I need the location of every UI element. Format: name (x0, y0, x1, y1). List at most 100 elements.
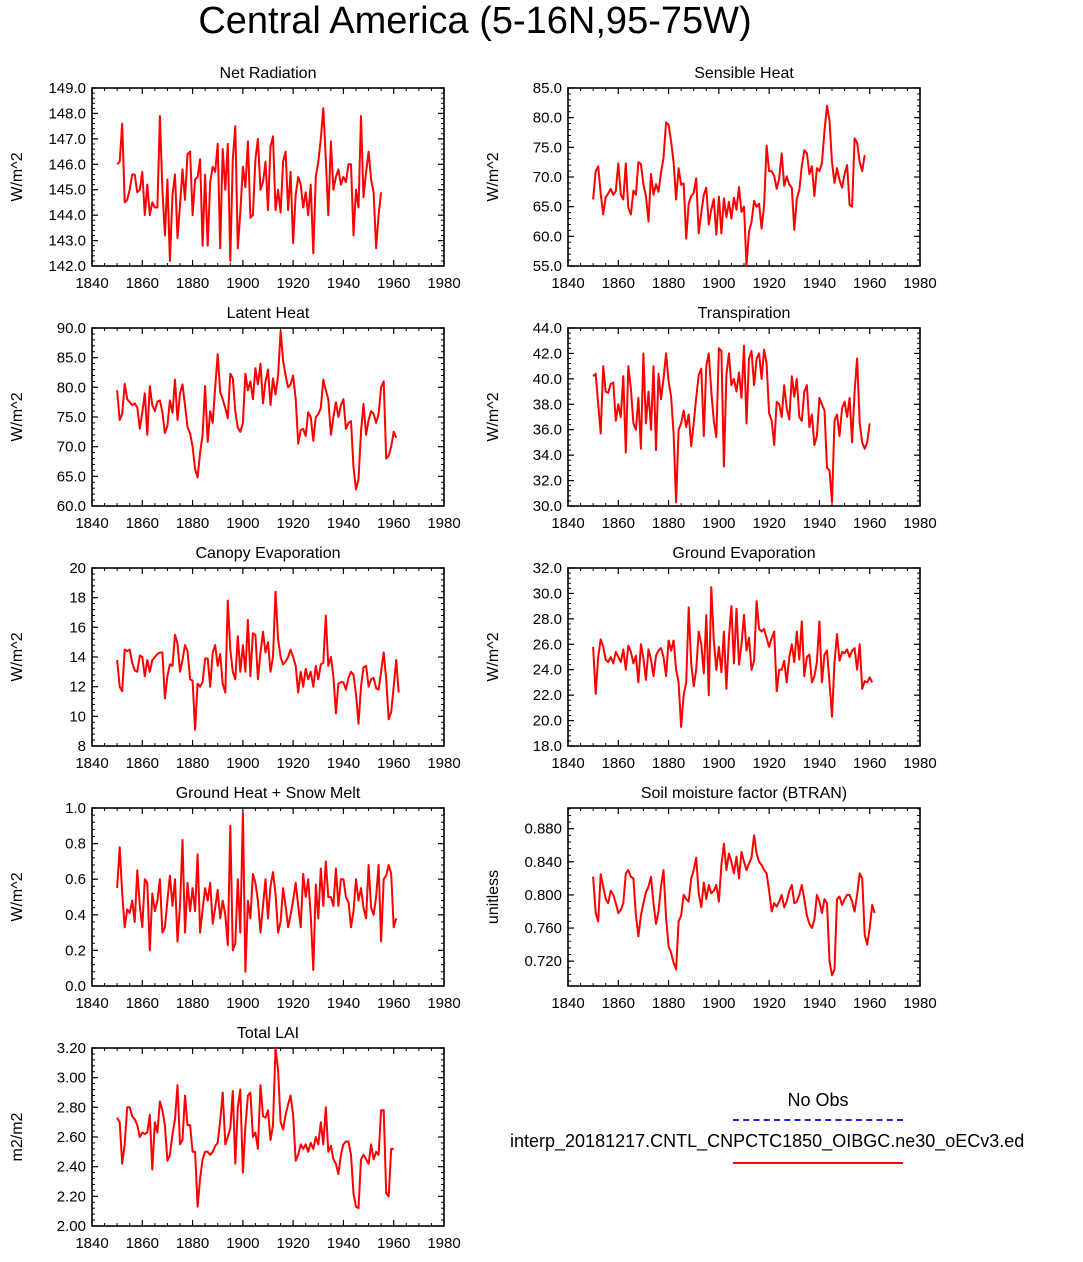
y-tick-label: 142.0 (48, 258, 86, 275)
chart-panel-6: Ground Heat + Snow Melt W/m^2 1840 1860 1880… (9, 785, 461, 1012)
y-tick-label: 28.0 (533, 611, 562, 628)
panel-title: Canopy Evaporation (196, 545, 341, 562)
x-tick-label: 1860 (126, 275, 159, 292)
y-tick-label: 60.0 (533, 228, 562, 245)
y-axis-label: W/m^2 (9, 632, 26, 681)
y-tick-label: 65.0 (533, 199, 562, 216)
panel-title: Sensible Heat (694, 65, 794, 82)
y-tick-label: 32.0 (533, 473, 562, 490)
x-tick-label: 1980 (427, 275, 460, 292)
x-tick-label: 1840 (75, 755, 108, 772)
y-tick-label: 3.00 (57, 1070, 86, 1087)
y-tick-label: 70.0 (533, 169, 562, 186)
x-tick-label: 1980 (427, 1235, 460, 1252)
chart-panel-3: Transpiration W/m^2 1840 1860 1880 1900 1920 19… (485, 305, 937, 532)
y-axis-label: W/m^2 (9, 152, 26, 201)
series-line (592, 104, 866, 267)
x-tick-label: 1860 (602, 275, 635, 292)
y-tick-label: 75.0 (57, 409, 86, 426)
y-tick-label: 0.4 (65, 907, 86, 924)
x-tick-label: 1900 (702, 995, 735, 1012)
figure-title: Central America (5-16N,95-75W) (198, 0, 752, 42)
x-tick-label: 1880 (652, 515, 685, 532)
series-line (116, 107, 383, 262)
x-tick-label: 1940 (803, 275, 836, 292)
y-tick-label: 42.0 (533, 345, 562, 362)
series-line (116, 590, 400, 731)
plot-frame (567, 87, 921, 267)
panel-title: Ground Evaporation (672, 545, 815, 562)
x-tick-label: 1960 (853, 275, 886, 292)
y-tick-label: 0.6 (65, 871, 86, 888)
x-tick-label: 1840 (75, 275, 108, 292)
y-axis-label: W/m^2 (485, 392, 502, 441)
x-tick-label: 1960 (377, 755, 410, 772)
x-tick-label: 1940 (327, 755, 360, 772)
legend-obs-label: No Obs (787, 1090, 849, 1110)
y-tick-label: 22.0 (533, 687, 562, 704)
x-tick-label: 1980 (903, 515, 936, 532)
y-tick-label: 75.0 (533, 139, 562, 156)
y-tick-label: 44.0 (533, 320, 562, 337)
series-line (116, 812, 398, 973)
plot-frame (91, 87, 445, 267)
panel-title: Ground Heat + Snow Melt (176, 785, 361, 802)
y-tick-label: 2.80 (57, 1099, 86, 1116)
y-axis-label: W/m^2 (485, 632, 502, 681)
x-tick-label: 1940 (327, 1235, 360, 1252)
y-tick-label: 14 (69, 649, 86, 666)
x-tick-label: 1920 (276, 275, 309, 292)
y-tick-label: 0.0 (65, 978, 86, 995)
x-tick-label: 1860 (126, 995, 159, 1012)
chart-panel-2: Latent Heat W/m^2 1840 1860 1880 1900 1920 1940… (9, 305, 461, 532)
y-tick-label: 80.0 (533, 110, 562, 127)
y-tick-label: 16 (69, 619, 86, 636)
x-tick-label: 1960 (377, 995, 410, 1012)
x-tick-label: 1980 (903, 755, 936, 772)
x-tick-label: 1920 (752, 275, 785, 292)
x-tick-label: 1960 (853, 515, 886, 532)
x-tick-label: 1940 (327, 515, 360, 532)
x-tick-label: 1880 (176, 755, 209, 772)
x-tick-label: 1920 (752, 755, 785, 772)
x-tick-label: 1900 (702, 515, 735, 532)
chart-panel-7: Soil moisture factor (BTRAN) unitless 1840… (485, 785, 937, 1012)
y-tick-label: 0.720 (524, 953, 562, 970)
x-tick-label: 1860 (602, 995, 635, 1012)
x-tick-label: 1980 (427, 515, 460, 532)
x-tick-label: 1920 (276, 995, 309, 1012)
y-tick-label: 2.00 (57, 1218, 86, 1235)
x-tick-label: 1980 (903, 275, 936, 292)
series-line (592, 586, 874, 728)
x-tick-label: 1860 (602, 515, 635, 532)
y-tick-label: 18.0 (533, 738, 562, 755)
x-tick-label: 1960 (377, 515, 410, 532)
x-tick-label: 1920 (276, 515, 309, 532)
legend-model-line-swatch (733, 1162, 903, 1164)
y-tick-label: 60.0 (57, 498, 86, 515)
plot-frame (91, 327, 445, 507)
y-tick-label: 65.0 (57, 468, 86, 485)
legend-obs-line-swatch (733, 1119, 903, 1121)
x-tick-label: 1900 (226, 275, 259, 292)
series-line (592, 344, 871, 504)
y-tick-label: 2.20 (57, 1188, 86, 1205)
y-axis-label: unitless (485, 870, 502, 924)
y-tick-label: 55.0 (533, 258, 562, 275)
y-tick-label: 148.0 (48, 105, 86, 122)
x-tick-label: 1960 (853, 755, 886, 772)
y-tick-label: 24.0 (533, 662, 562, 679)
y-tick-label: 0.800 (524, 887, 562, 904)
x-tick-label: 1840 (75, 1235, 108, 1252)
y-tick-label: 2.60 (57, 1129, 86, 1146)
y-tick-label: 0.2 (65, 942, 86, 959)
y-tick-label: 30.0 (533, 498, 562, 515)
y-tick-label: 26.0 (533, 636, 562, 653)
x-tick-label: 1840 (551, 995, 584, 1012)
series-line (116, 330, 398, 491)
y-axis-label: m2/m2 (9, 1112, 26, 1161)
y-tick-label: 20.0 (533, 713, 562, 730)
x-tick-label: 1900 (226, 995, 259, 1012)
x-tick-label: 1880 (176, 995, 209, 1012)
